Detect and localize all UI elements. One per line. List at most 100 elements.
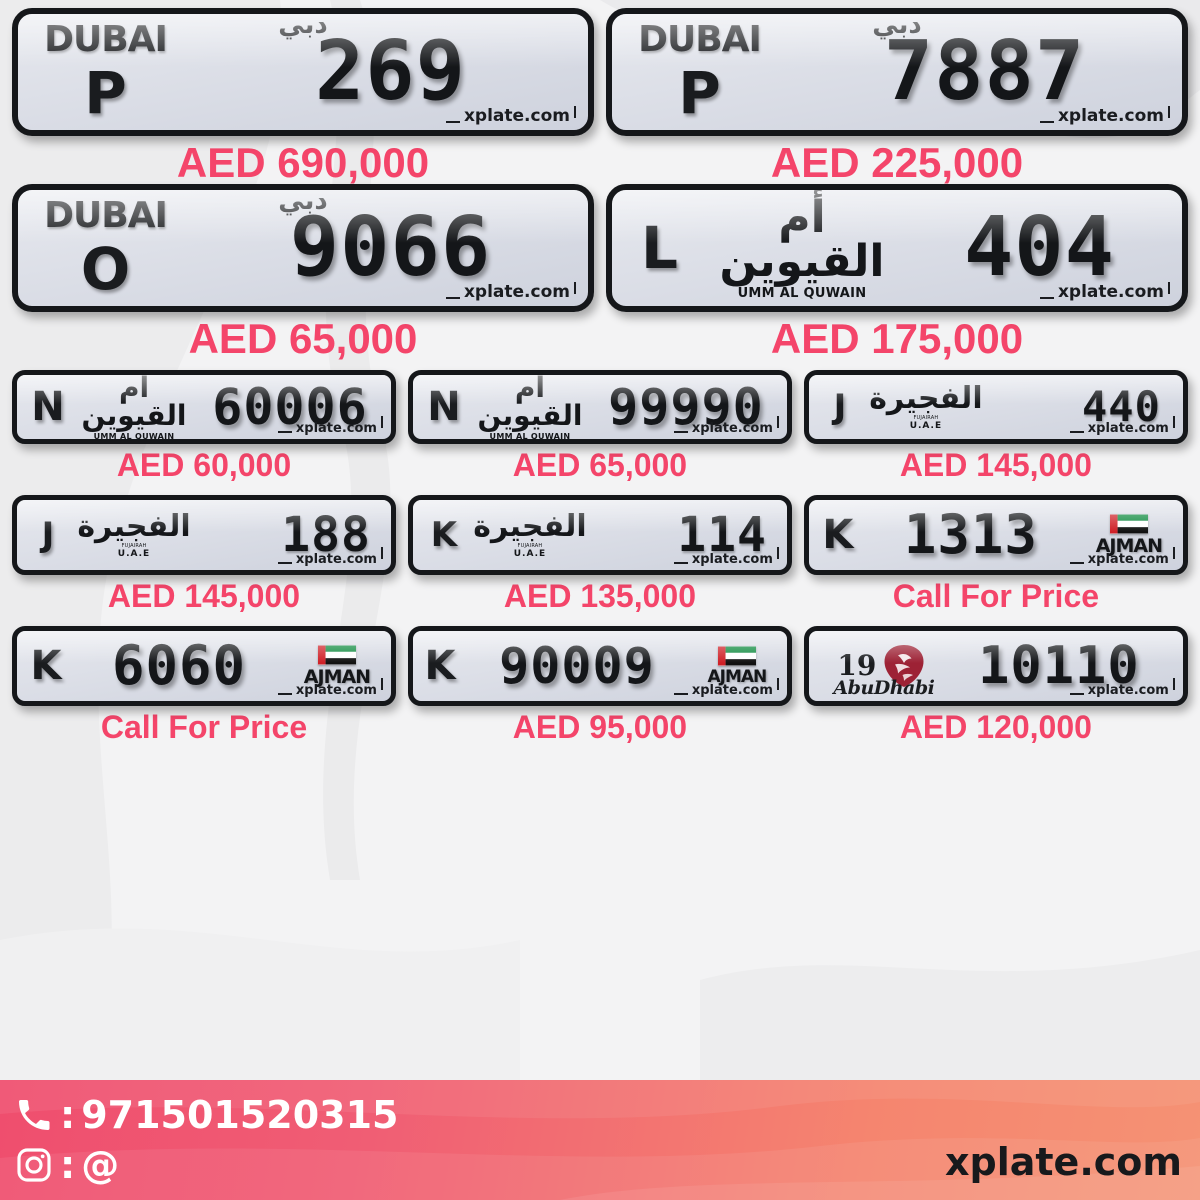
plate-card[interactable]: K 90009 AJMAN: [402, 626, 798, 743]
dubai-emblem-arabic: دبي: [278, 10, 328, 40]
plate-watermark: xplate.com: [1039, 282, 1170, 302]
plate-code: J: [41, 515, 55, 555]
plate-price: AED 145,000: [899, 447, 1092, 483]
phone-line[interactable]: : 971501520315: [14, 1093, 399, 1137]
plates-grid: DUBAI دبي P 269 xplate.com AED 690,000: [6, 8, 1194, 743]
plate-card[interactable]: N أم القيوين UMM AL QUWAIN 99990 xplate.…: [402, 370, 798, 481]
license-plate[interactable]: K الفجيرة FUJAIRAH U.A.E 114 xplate.com: [407, 495, 792, 575]
plate-code: K: [430, 515, 458, 555]
plate-code: K: [30, 643, 62, 689]
plate-watermark: xplate.com: [445, 106, 576, 126]
instagram-line[interactable]: : @: [14, 1143, 399, 1187]
abu-dhabi-emblem: 19 AbuDhabi: [833, 642, 935, 699]
dubai-emblem-word: DUBAI: [44, 19, 168, 60]
license-plate[interactable]: 19 AbuDhabi 10110: [803, 626, 1188, 706]
plate-price: AED 120,000: [899, 709, 1092, 745]
umm-al-quwain-emblem: أم القيوين UMM AL QUWAIN: [79, 370, 189, 441]
plate-card[interactable]: DUBAI دبي O 9066 xplate.com AED 65,000: [6, 184, 600, 360]
license-plate[interactable]: L أم القيوين UMM AL QUWAIN 404 xplate.co…: [606, 184, 1188, 312]
plate-price: AED 135,000: [503, 578, 696, 614]
abu-dhabi-falcon-icon: [884, 645, 924, 687]
license-plate[interactable]: K 1313 AJMAN: [803, 495, 1188, 575]
plate-card[interactable]: K الفجيرة FUJAIRAH U.A.E 114 xplate.com: [402, 495, 798, 612]
plate-card[interactable]: L أم القيوين UMM AL QUWAIN 404 xplate.co…: [600, 184, 1194, 360]
plate-number: 7887: [883, 24, 1086, 119]
plate-number: 269: [314, 24, 467, 119]
license-plate[interactable]: N أم القيوين UMM AL QUWAIN 60006 xplate.…: [12, 370, 396, 444]
plate-price: AED 95,000: [512, 709, 688, 745]
plate-price: AED 65,000: [188, 315, 418, 362]
plate-watermark: xplate.com: [1039, 106, 1170, 126]
fujairah-emblem-sub: FUJAIRAH: [517, 542, 543, 549]
plate-row: N أم القيوين UMM AL QUWAIN 60006 xplate.…: [6, 370, 1194, 481]
license-plate[interactable]: K 90009 AJMAN: [407, 626, 792, 706]
plate-code: N: [427, 384, 461, 430]
plate-card[interactable]: DUBAI دبي P 269 xplate.com AED 690,000: [6, 8, 600, 184]
plate-code: L: [641, 214, 678, 282]
plate-watermark: xplate.com: [277, 547, 383, 567]
dubai-emblem-arabic: دبي: [872, 10, 922, 40]
dubai-emblem: DUBAI دبي O: [44, 190, 328, 303]
ajman-emblem: AJMAN: [708, 646, 767, 686]
license-plate[interactable]: DUBAI دبي O 9066 xplate.com: [12, 184, 594, 312]
license-plate[interactable]: K 6060 AJMAN: [12, 626, 396, 706]
plate-number: 90009: [499, 637, 655, 695]
plate-card[interactable]: N أم القيوين UMM AL QUWAIN 60006 xplate.…: [6, 370, 402, 481]
phone-separator: :: [60, 1093, 76, 1137]
license-plate[interactable]: N أم القيوين UMM AL QUWAIN 99990 xplate.…: [407, 370, 792, 444]
plate-row: J الفجيرة FUJAIRAH U.A.E 188 xplate.com: [6, 495, 1194, 612]
fujairah-emblem-arabic: الفجيرة: [77, 508, 191, 544]
uaq-emblem-arabic: أم القيوين: [719, 192, 885, 287]
fujairah-emblem-sub: FUJAIRAH: [913, 414, 939, 421]
plate-price: AED 175,000: [770, 315, 1024, 362]
license-plate[interactable]: J الفجيرة FUJAIRAH U.A.E 440 xplate.com: [803, 370, 1188, 444]
fujairah-emblem-label: U.A.E: [117, 548, 151, 559]
plate-watermark: xplate.com: [1069, 547, 1175, 567]
uaq-emblem-label: UMM AL QUWAIN: [93, 431, 175, 441]
plate-code: P: [84, 59, 127, 127]
plate-price: Call For Price: [100, 709, 308, 745]
license-plate[interactable]: DUBAI دبي P 7887 xplate.com: [606, 8, 1188, 136]
license-plate[interactable]: DUBAI دبي P 269 xplate.com: [12, 8, 594, 136]
plate-watermark: xplate.com: [445, 282, 576, 302]
ajman-emblem-label: AJMAN: [1095, 535, 1163, 557]
plate-card[interactable]: J الفجيرة FUJAIRAH U.A.E 188 xplate.com: [6, 495, 402, 612]
plate-code: O: [80, 235, 131, 303]
umm-al-quwain-emblem: أم القيوين UMM AL QUWAIN: [707, 192, 897, 301]
plate-number: 1313: [903, 503, 1038, 566]
plate-number: 188: [281, 507, 371, 563]
plate-card[interactable]: DUBAI دبي P 7887 xplate.com AED 225,000: [600, 8, 1194, 184]
fujairah-emblem-arabic: الفجيرة: [869, 380, 983, 416]
uae-flag-icon: [1109, 514, 1148, 534]
fujairah-emblem-sub: FUJAIRAH: [121, 542, 147, 549]
uaq-emblem-arabic: أم القيوين: [81, 370, 187, 432]
dubai-emblem-word: DUBAI: [638, 19, 762, 60]
dubai-emblem: DUBAI دبي P: [638, 14, 922, 122]
license-plate[interactable]: J الفجيرة FUJAIRAH U.A.E 188 xplate.com: [12, 495, 396, 575]
plate-card[interactable]: K 1313 AJMAN: [798, 495, 1194, 612]
plate-card[interactable]: K 6060 AJMAN: [6, 626, 402, 743]
fujairah-emblem-label: U.A.E: [513, 548, 547, 559]
footer-waves: [0, 1080, 1200, 1200]
fujairah-emblem: الفجيرة FUJAIRAH U.A.E: [77, 508, 191, 559]
uaq-emblem-label: UMM AL QUWAIN: [737, 286, 867, 301]
uaq-emblem-label: UMM AL QUWAIN: [489, 431, 571, 441]
plate-card[interactable]: 19 AbuDhabi 10110: [798, 626, 1194, 743]
plate-row: DUBAI دبي P 269 xplate.com AED 690,000: [6, 8, 1194, 184]
dubai-emblem-word: DUBAI: [44, 195, 168, 236]
plate-row: DUBAI دبي O 9066 xplate.com AED 65,000: [6, 184, 1194, 360]
plate-card[interactable]: J الفجيرة FUJAIRAH U.A.E 440 xplate.com: [798, 370, 1194, 481]
dubai-emblem: DUBAI دبي P: [44, 14, 328, 127]
plate-code: N: [31, 384, 65, 430]
contact-footer: : 971501520315 : @ xplate.com: [0, 1080, 1200, 1200]
plate-watermark: xplate.com: [277, 678, 383, 698]
plate-watermark: xplate.com: [673, 547, 779, 567]
plate-watermark: xplate.com: [1069, 416, 1175, 436]
plate-watermark: xplate.com: [1069, 678, 1175, 698]
phone-icon: [19, 1100, 50, 1130]
plate-watermark: xplate.com: [673, 678, 779, 698]
footer-brand: xplate.com: [945, 1140, 1182, 1184]
plate-number: 9066: [289, 200, 492, 295]
plate-price: AED 145,000: [107, 578, 301, 614]
